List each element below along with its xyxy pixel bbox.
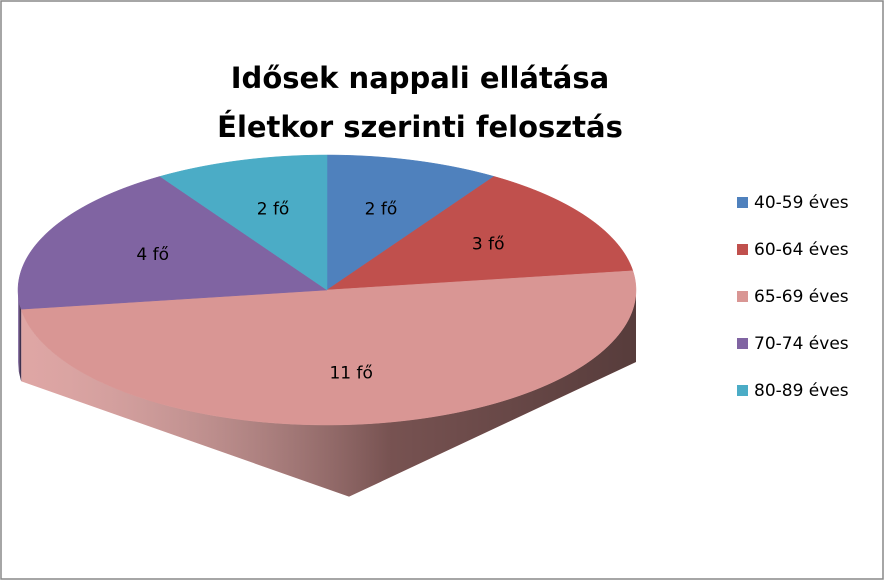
pie-slice	[326, 154, 495, 291]
legend-label: 70-74 éves	[754, 334, 849, 354]
data-label: 3 fő	[472, 235, 505, 255]
legend-swatch	[737, 291, 748, 302]
chart-title: Életkor szerinti felosztás	[217, 110, 623, 144]
data-label: 11 fő	[329, 363, 372, 383]
legend-label: 80-89 éves	[754, 381, 849, 401]
legend-label: 65-69 éves	[754, 287, 849, 307]
legend-swatch	[737, 385, 748, 396]
pie-slice	[20, 270, 637, 426]
pie-slice	[159, 154, 328, 291]
pie-side-shade	[21, 290, 636, 497]
pie-side-shade	[18, 290, 22, 382]
data-label: 2 fő	[257, 200, 290, 220]
legend-label: 60-64 éves	[754, 240, 849, 260]
pie-slice	[326, 176, 634, 291]
data-label: 2 fő	[365, 200, 398, 220]
legend-swatch	[737, 244, 748, 255]
legend-swatch	[737, 197, 748, 208]
data-label: 4 fő	[136, 245, 169, 265]
pie-slice	[17, 176, 328, 310]
legend-label: 40-59 éves	[754, 193, 849, 213]
legend-swatch	[737, 338, 748, 349]
chart-title: Idősek nappali ellátása	[231, 61, 609, 95]
